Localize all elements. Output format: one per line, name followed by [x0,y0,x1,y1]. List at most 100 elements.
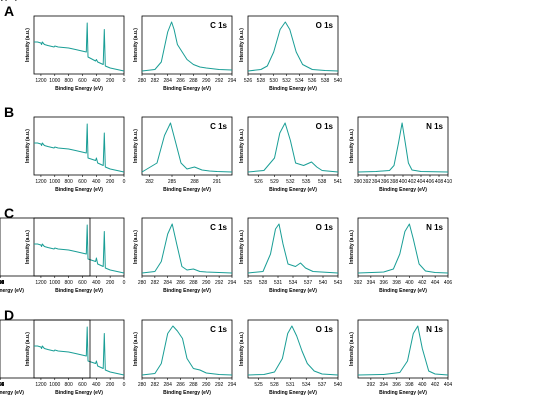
x-tick-label: 204 [0,280,4,286]
plot-frame [141,116,233,176]
panel-title: O 1s [316,122,334,131]
y-axis-label: Intensity (a.u.) [0,0,17,2]
x-tick-label: 528 [257,78,266,84]
x-axis-label: Binding Energy (eV) [55,86,103,92]
x-tick-label: 200 [106,179,115,185]
x-tick-label: 536 [308,78,317,84]
plot-frame [33,116,125,176]
x-tick-label: 288 [189,382,198,388]
x-tick-label: 200 [106,382,115,388]
x-tick-label: 198 [0,382,4,388]
panel-title: C 1s [210,223,227,232]
spectrum-line [141,325,233,376]
y-axis-label: Intensity (a.u.) [25,129,31,163]
spectrum-line [247,325,339,376]
x-tick-label: 286 [176,78,185,84]
chart-A-1: 280 282 284 286 288 290 292 294 Binding Energy (… [133,15,237,92]
panel-title: C 1s [210,122,227,131]
x-tick-label: 531 [286,382,295,388]
x-tick-label: 280 [138,280,147,286]
x-tick-label: 290 [202,78,211,84]
x-tick-label: 402 [408,179,417,185]
y-axis-label: Intensity (a.u.) [239,230,245,264]
y-axis-label: Intensity (a.u.) [133,129,139,163]
spectrum-line [357,325,449,376]
x-tick-label: 525 [244,280,253,286]
y-axis-label: Intensity (a.u.) [133,230,139,264]
chart-C-0: 1200 1000 800 600 400 200 0 Binding Energy (eV)… [25,217,126,294]
x-tick-label: 600 [78,179,87,185]
x-tick-label: 291 [213,179,222,185]
x-tick-label: 290 [202,280,211,286]
x-tick-label: 290 [202,382,211,388]
x-tick-label: 392 [367,382,376,388]
y-axis-label: Intensity (a.u.) [0,0,17,2]
x-tick-label: 294 [228,280,237,286]
x-tick-label: 282 [151,78,160,84]
plot-frame [141,217,233,277]
x-axis-label: Binding Energy (eV) [269,390,317,396]
y-axis-label: Intensity (a.u.) [239,28,245,62]
x-axis-label: Binding Energy (eV) [379,187,427,193]
panel-label-B: B [4,104,14,120]
x-tick-label: 600 [78,382,87,388]
x-axis-label: Binding Energy (eV) [379,288,427,294]
plot-frame [33,15,125,75]
x-tick-label: 537 [318,382,327,388]
chart-C-2: 525 528 531 534 537 540 543 Binding Energy (eV)… [239,217,342,294]
x-tick-label: 534 [302,382,311,388]
x-tick-label: 294 [228,382,237,388]
x-tick-label: 207 [0,382,4,388]
x-tick-label: 192 [0,280,4,286]
x-tick-label: 292 [215,382,224,388]
y-axis-label: Intensity (a.u.) [133,332,139,366]
x-tick-label: 286 [176,382,185,388]
x-tick-label: 284 [164,78,173,84]
x-tick-label: 404 [417,179,426,185]
spectrum-line [141,122,233,173]
x-tick-label: 294 [228,78,237,84]
x-tick-label: 192 [0,382,4,388]
panel-title: C 1s [210,21,227,30]
x-tick-label: 600 [78,280,87,286]
x-tick-label: 400 [92,179,101,185]
x-tick-label: 0 [123,280,126,286]
x-tick-label: 394 [372,179,381,185]
x-tick-label: 392 [363,179,372,185]
x-tick-label: 392 [354,280,363,286]
x-tick-label: 210 [0,280,4,286]
x-tick-label: 292 [215,280,224,286]
x-tick-label: 292 [215,78,224,84]
x-tick-label: 800 [64,179,73,185]
spectrum-line [34,123,125,173]
x-tick-label: 404 [431,280,440,286]
y-axis-label: Intensity (a.u.) [349,129,355,163]
plot-frame [141,319,233,379]
x-tick-label: 200 [106,280,115,286]
x-tick-label: 0 [123,78,126,84]
x-axis-label: Binding Energy (eV) [55,390,103,396]
x-tick-label: 530 [270,78,279,84]
x-tick-label: 1000 [49,78,60,84]
x-tick-label: 398 [390,179,399,185]
y-axis-label: Intensity (a.u.) [25,230,31,264]
x-tick-label: 0 [123,382,126,388]
spectrum-line [141,21,233,72]
x-tick-label: 410 [444,179,453,185]
chart-D-2: 525 528 531 534 537 540 Binding Energy (eV) Int… [239,319,343,396]
x-axis-label: Binding Energy (eV) [163,390,211,396]
x-tick-label: 535 [302,179,311,185]
y-axis-label: Intensity (a.u.) [349,332,355,366]
plot-frame [247,15,339,75]
x-tick-label: 400 [405,280,414,286]
chart-D-4: 192195198201204207Binding Energy (eV)Int… [0,0,91,396]
plot-frame [247,319,339,379]
x-tick-label: 400 [418,382,427,388]
x-tick-label: 525 [254,382,263,388]
x-tick-label: 540 [334,382,343,388]
x-axis-label: Binding Energy (eV) [163,86,211,92]
x-axis-label: Binding Energy (eV) [379,390,427,396]
chart-C-1: 280 282 284 286 288 290 292 294 Binding Energy (… [133,217,237,294]
x-tick-label: 526 [254,179,263,185]
x-tick-label: 198 [0,280,4,286]
